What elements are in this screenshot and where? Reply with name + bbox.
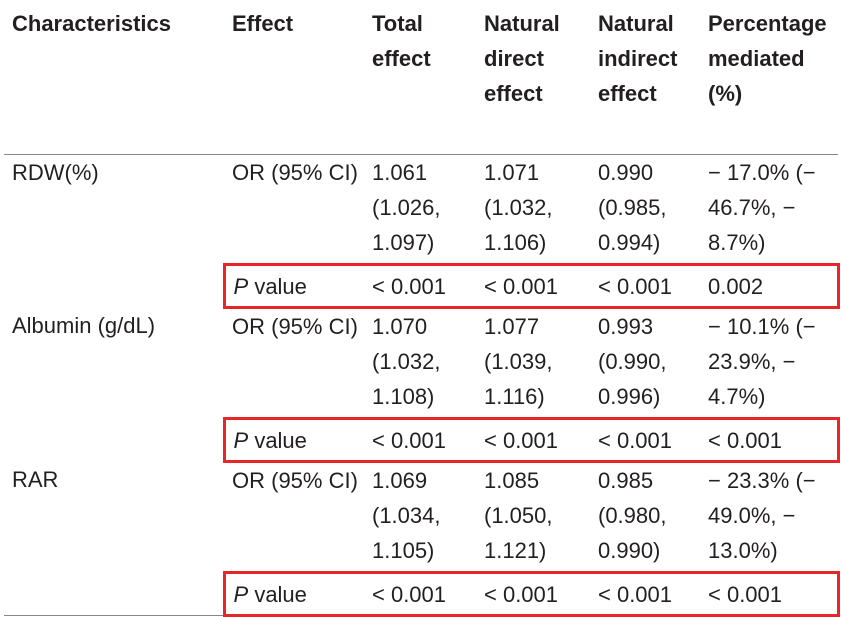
header-cell: Natural indirect effect <box>590 0 700 155</box>
header-cell: Natural direct effect <box>476 0 590 155</box>
value-cell: 0.993 (0.990, 0.996) <box>598 314 667 409</box>
p-text: value <box>254 581 307 607</box>
value-cell: − 23.3% (− 49.0%, − 13.0%) <box>708 468 816 563</box>
empty-cell <box>4 265 224 308</box>
empty-cell <box>4 419 224 462</box>
value-cell: 1.085 (1.050, 1.121) <box>484 468 553 563</box>
mediation-table: Characteristics Effect Total effect Natural… <box>4 0 840 617</box>
value-cell: 0.990 (0.985, 0.994) <box>598 160 667 255</box>
data-row: RAR OR (95% CI) 1.069 (1.034, 1.105) 1.085 … <box>4 462 838 573</box>
p-value-cell: 0.002 <box>700 263 840 309</box>
p-text: value <box>254 427 307 453</box>
header-cell: Effect <box>224 0 364 155</box>
p-value-cell: < 0.001 <box>364 263 476 309</box>
row-label: Albumin (g/dL) <box>12 312 156 338</box>
value-cell: 1.077 (1.039, 1.116) <box>484 314 553 409</box>
value-cell: 1.070 (1.032, 1.108) <box>372 314 441 409</box>
value-cell: 0.985 (0.980, 0.990) <box>598 468 667 563</box>
row-label: RAR <box>12 466 59 492</box>
p-value-cell: < 0.001 <box>364 571 476 617</box>
header-cell: Total effect <box>364 0 476 155</box>
data-row: RDW(%) OR (95% CI) 1.061 (1.026, 1.097) 1.0… <box>4 155 838 265</box>
effect-cell: OR (95% CI) <box>232 314 358 339</box>
value-cell: 1.069 (1.034, 1.105) <box>372 468 441 563</box>
p-value-cell: < 0.001 <box>476 263 590 309</box>
value-cell: − 10.1% (− 23.9%, − 4.7%) <box>708 314 816 409</box>
p-value-cell: < 0.001 <box>476 417 590 463</box>
p-value-cell: < 0.001 <box>364 417 476 463</box>
p-value-cell: < 0.001 <box>590 571 700 617</box>
p-value-row: P value < 0.001 < 0.001 < 0.001 < 0.001 <box>4 571 840 617</box>
value-cell: 1.071 (1.032, 1.106) <box>484 160 553 255</box>
p-italic: P <box>233 427 249 453</box>
header-cell: Characteristics <box>4 0 224 155</box>
empty-cell <box>4 572 224 616</box>
row-label: RDW(%) <box>12 160 99 185</box>
p-label: P value <box>222 417 364 463</box>
value-cell: − 17.0% (− 46.7%, − 8.7%) <box>708 160 816 255</box>
p-value-row: P value < 0.001 < 0.001 < 0.001 0.002 <box>4 263 840 309</box>
data-row: Albumin (g/dL) OR (95% CI) 1.070 (1.032, 1… <box>4 308 838 419</box>
p-text: value <box>254 273 307 299</box>
p-value-cell: < 0.001 <box>476 571 590 617</box>
p-label: P value <box>222 263 364 309</box>
p-value-cell: < 0.001 <box>590 417 700 463</box>
header-cell: Percent­age me­diated (%) <box>700 0 838 155</box>
p-value-cell: < 0.001 <box>700 571 840 617</box>
p-label: P value <box>222 571 364 617</box>
p-italic: P <box>233 581 249 607</box>
p-value-cell: < 0.001 <box>590 263 700 309</box>
value-cell: 1.061 (1.026, 1.097) <box>372 160 441 255</box>
effect-cell: OR (95% CI) <box>232 468 358 493</box>
table-body: RDW(%) OR (95% CI) 1.061 (1.026, 1.097) 1.0… <box>4 155 840 617</box>
p-value-cell: < 0.001 <box>700 417 840 463</box>
header-row: Characteristics Effect Total effect Natural… <box>4 0 838 155</box>
p-italic: P <box>233 273 249 299</box>
p-value-row: P value < 0.001 < 0.001 < 0.001 < 0.001 <box>4 417 840 463</box>
effect-cell: OR (95% CI) <box>232 160 358 185</box>
